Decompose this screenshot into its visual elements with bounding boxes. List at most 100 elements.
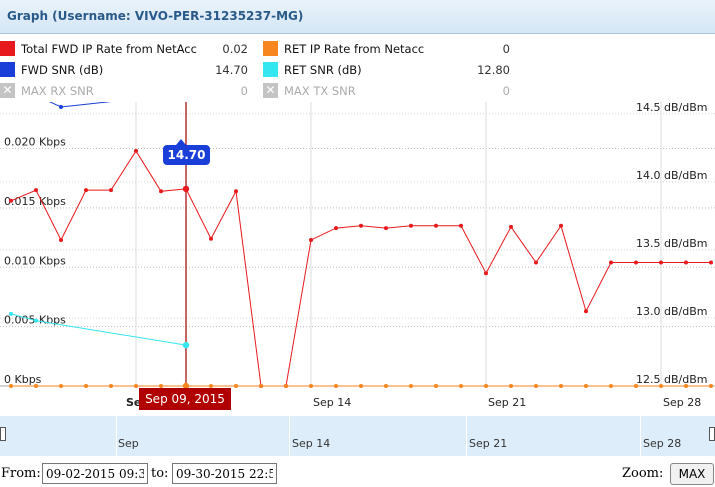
- series-layer: [9, 102, 713, 390]
- data-point: [9, 311, 13, 316]
- data-point: [559, 223, 563, 228]
- data-point: [534, 260, 538, 265]
- navigator-separator: [289, 416, 290, 456]
- to-label: to:: [151, 466, 169, 481]
- data-point: [659, 384, 663, 388]
- crosshair-date-label: Sep 09, 2015: [139, 388, 231, 410]
- disabled-x-icon: ✕: [263, 83, 278, 98]
- data-point: [709, 384, 713, 388]
- legend-label: MAX RX SNR: [21, 84, 94, 98]
- right-axis-tick: 13.5 dB/dBm: [636, 237, 707, 250]
- from-date-input[interactable]: [42, 463, 148, 484]
- data-point: [384, 226, 388, 231]
- data-point: [284, 384, 288, 388]
- graph-title-bar: Graph (Username: VIVO-PER-31235237-MG): [0, 0, 715, 34]
- legend-swatch: [0, 62, 15, 77]
- data-point: [234, 189, 238, 194]
- navigator-right-handle[interactable]: [709, 427, 715, 441]
- navigator-left-handle[interactable]: [0, 427, 6, 441]
- legend-label: MAX TX SNR: [284, 84, 356, 98]
- data-point: [34, 188, 38, 193]
- legend-item-total-fwd-ip-rate[interactable]: Total FWD IP Rate from NetAcc 0.02: [0, 40, 252, 58]
- data-point: [584, 309, 588, 314]
- chart-grid: [0, 102, 715, 387]
- right-axis-tick: 14.5 dB/dBm: [636, 102, 707, 114]
- legend-item-fwd-snr[interactable]: FWD SNR (dB) 14.70: [0, 61, 252, 79]
- data-point: [234, 384, 238, 388]
- data-point: [434, 223, 438, 228]
- right-axis-tick: 14.0 dB/dBm: [636, 169, 707, 182]
- right-axis-tick: 12.5 dB/dBm: [636, 373, 707, 386]
- data-point: [159, 189, 163, 194]
- navigator-tick: Sep 14: [292, 437, 331, 450]
- data-point: [309, 384, 313, 388]
- navigator-tick: Sep: [118, 437, 139, 450]
- data-point: [84, 188, 88, 193]
- x-axis-tick: Sep 14: [313, 396, 351, 409]
- series-line-total-fwd-ip-rate-from-netacc: [10, 149, 711, 387]
- x-axis-tick: Sep 28: [663, 396, 701, 409]
- legend-value: 0: [502, 42, 510, 56]
- left-axis-tick: 0.020 Kbps: [4, 136, 66, 149]
- data-point: [182, 382, 190, 390]
- navigator-separator: [640, 416, 641, 456]
- data-point: [209, 384, 213, 388]
- zoom-label: Zoom:: [622, 466, 664, 481]
- data-point: [634, 260, 638, 265]
- tooltip-arrow: [176, 139, 186, 145]
- right-axis-labels: 12.5 dB/dBm 13.0 dB/dBm 13.5 dB/dBm 14.0 dB…: [636, 102, 707, 386]
- to-date-input[interactable]: [172, 463, 277, 484]
- data-point: [259, 384, 263, 388]
- legend-value: 12.80: [477, 63, 510, 77]
- legend-swatch: [263, 41, 278, 56]
- data-point: [334, 384, 338, 388]
- data-point: [109, 188, 113, 193]
- data-point: [459, 384, 463, 388]
- data-point: [609, 260, 613, 265]
- data-point: [134, 384, 138, 388]
- data-point: [359, 223, 363, 228]
- data-point: [209, 236, 213, 241]
- x-axis-tick: Sep 21: [488, 396, 526, 409]
- data-point: [634, 384, 638, 388]
- data-point: [609, 384, 613, 388]
- data-point: [709, 260, 713, 265]
- legend: Total FWD IP Rate from NetAcc 0.02 RET I…: [0, 38, 715, 102]
- legend-item-max-rx-snr[interactable]: ✕ MAX RX SNR 0: [0, 82, 252, 100]
- data-point: [459, 223, 463, 228]
- data-point: [59, 237, 63, 242]
- legend-swatch: [263, 62, 278, 77]
- navigator-separator: [466, 416, 467, 456]
- data-point: [182, 185, 190, 193]
- legend-swatch: [0, 41, 15, 56]
- data-point: [84, 384, 88, 388]
- legend-label: RET IP Rate from Netacc: [284, 42, 425, 56]
- data-point: [309, 237, 313, 242]
- legend-value: 0: [502, 84, 510, 98]
- navigator-strip[interactable]: [0, 416, 715, 456]
- legend-item-ret-snr[interactable]: RET SNR (dB) 12.80: [263, 61, 515, 79]
- data-point: [509, 224, 513, 229]
- data-point: [484, 271, 488, 276]
- zoom-max-button[interactable]: MAX: [670, 463, 714, 485]
- left-axis-tick: 0.015 Kbps: [4, 195, 66, 208]
- legend-item-max-tx-snr[interactable]: ✕ MAX TX SNR 0: [263, 82, 515, 100]
- data-point: [584, 384, 588, 388]
- legend-label: RET SNR (dB): [284, 63, 362, 77]
- legend-value: 14.70: [215, 63, 248, 77]
- data-point: [659, 260, 663, 265]
- data-point: [559, 384, 563, 388]
- graph-title: Graph (Username: VIVO-PER-31235237-MG): [7, 9, 304, 23]
- data-point: [384, 384, 388, 388]
- legend-item-ret-ip-rate[interactable]: RET IP Rate from Netacc 0: [263, 40, 515, 58]
- left-axis-tick: 0 Kbps: [4, 373, 42, 386]
- data-point: [182, 341, 190, 349]
- navigator-tick: Sep 28: [643, 437, 682, 450]
- data-point: [509, 384, 513, 388]
- series-line-fwd-snr-db: [49, 102, 112, 108]
- disabled-x-icon: ✕: [0, 83, 15, 98]
- data-point: [134, 148, 138, 153]
- data-point: [409, 384, 413, 388]
